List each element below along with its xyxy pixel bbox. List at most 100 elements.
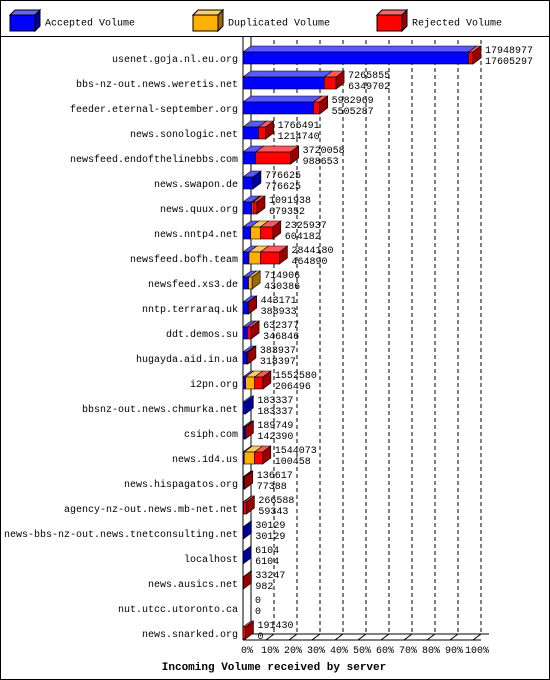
total-label: 714906 — [264, 271, 300, 282]
accepted-label: 100458 — [275, 457, 311, 468]
bar-front — [242, 301, 249, 315]
bar-segment — [242, 170, 262, 190]
bar-front — [248, 251, 261, 265]
bar-side — [262, 445, 272, 465]
total-label: 266588 — [258, 496, 294, 507]
x-axis-title: Incoming Volume received by server — [162, 662, 386, 674]
x-tick-label: 50% — [353, 646, 371, 657]
tick-mark — [449, 633, 459, 641]
bar-front — [242, 126, 259, 140]
total-label: 0 — [255, 596, 261, 607]
bar-side — [248, 295, 257, 315]
legend-swatch — [9, 14, 36, 32]
x-tick-label: 60% — [376, 646, 394, 657]
x-tick-label: 10% — [261, 646, 279, 657]
bar-side — [247, 345, 257, 365]
bar-front — [242, 251, 250, 265]
total-label: 2325937 — [285, 221, 327, 232]
bar-side — [245, 620, 254, 640]
total-label: 6104 — [255, 546, 279, 557]
bar-front — [242, 51, 469, 65]
bar-front — [248, 276, 253, 290]
bar-front — [324, 76, 337, 90]
bar-side — [243, 570, 252, 590]
bar-front — [242, 626, 246, 640]
bar-side — [250, 320, 260, 340]
total-label: 1766491 — [278, 121, 320, 132]
accepted-label: 464890 — [291, 257, 327, 268]
bar-front — [242, 201, 253, 215]
x-tick-label: 30% — [307, 646, 325, 657]
bar-segment — [242, 120, 268, 140]
bar-segment — [259, 245, 289, 265]
y-tick-label: news.1d4.us — [172, 454, 238, 466]
y-tick-label: news.snarked.org — [142, 629, 238, 641]
bar-segment — [242, 395, 255, 415]
total-label: 1544073 — [275, 446, 317, 457]
total-label: 136617 — [257, 471, 293, 482]
y-tick-label: localhost — [184, 554, 238, 566]
bar-segment — [254, 145, 300, 165]
accepted-label: 346846 — [263, 332, 299, 343]
y-tick-label: news-bbs-nz-out.news.tnetconsulting.net — [4, 529, 238, 541]
total-label: 2844180 — [291, 246, 333, 257]
bar-front — [250, 226, 261, 240]
total-label: 443171 — [261, 296, 297, 307]
total-label: 33247 — [255, 571, 285, 582]
accepted-label: 388933 — [261, 307, 297, 318]
legend-label: Accepted Volume — [45, 18, 135, 30]
accepted-label: 776625 — [265, 182, 301, 193]
bar-segment — [257, 120, 275, 140]
bar-front — [243, 501, 247, 515]
bar-front — [242, 376, 246, 390]
y-tick-label: nut.utcc.utoronto.ca — [118, 605, 238, 616]
bar-front — [243, 451, 255, 465]
y-tick-label: hugayda.aid.in.ua — [136, 354, 238, 366]
bar-side — [242, 545, 252, 565]
tick-mark — [311, 633, 321, 641]
bar-segment — [242, 620, 255, 640]
accepted-label: 142390 — [257, 432, 293, 443]
accepted-label: 1214740 — [278, 132, 320, 143]
accepted-label: 318397 — [260, 357, 296, 368]
bar-side — [245, 420, 254, 440]
legend-label: Duplicated Volume — [228, 18, 330, 30]
bar-segment — [242, 95, 323, 115]
bar-front — [242, 401, 246, 415]
y-tick-label: agency-nz-out.news.mb-net.net — [64, 504, 238, 516]
x-tick-label: 20% — [284, 646, 302, 657]
total-label: 30129 — [255, 521, 285, 532]
bar-segment — [253, 370, 272, 390]
bar-segment — [242, 545, 252, 565]
accepted-label: 17605297 — [485, 57, 533, 68]
bar-side — [252, 170, 262, 190]
accepted-label: 679352 — [269, 207, 305, 218]
bar-front — [468, 51, 474, 65]
y-tick-label: i2pn.org — [190, 379, 238, 391]
bar-front — [242, 76, 325, 90]
y-tick-label: news.ausics.net — [148, 579, 238, 591]
bar-segment — [242, 495, 256, 515]
bar-front — [313, 101, 320, 115]
bar-front — [255, 151, 291, 165]
tick-mark — [288, 633, 298, 641]
bar-segment — [242, 520, 253, 540]
total-label: 1091938 — [269, 196, 311, 207]
bar-side — [335, 70, 345, 90]
bar-segment — [259, 220, 282, 240]
bar-front — [260, 251, 280, 265]
accepted-label: 604182 — [285, 232, 321, 243]
bar-side — [245, 395, 254, 415]
bar-front — [242, 151, 256, 165]
bar-side — [265, 120, 274, 140]
bar-front — [254, 376, 264, 390]
legend-swatch — [376, 14, 403, 32]
bar-front — [242, 226, 252, 240]
bar-side — [262, 370, 272, 390]
tick-mark — [334, 633, 344, 641]
tick-mark — [403, 633, 413, 641]
y-tick-label: newsfeed.xs3.de — [148, 279, 238, 291]
bar-side — [472, 45, 482, 65]
x-tick-label: 0% — [241, 646, 253, 657]
